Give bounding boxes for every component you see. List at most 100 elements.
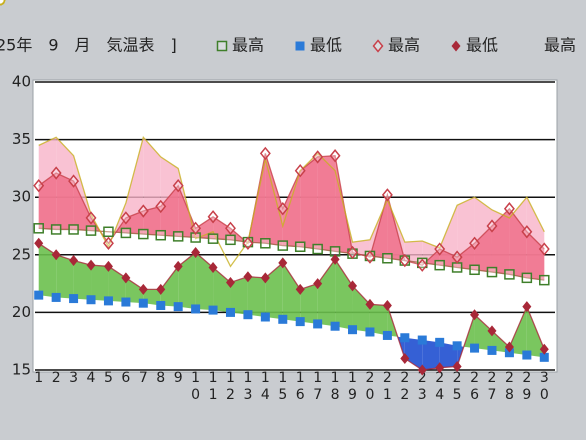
fill-area xyxy=(213,267,231,313)
marker xyxy=(295,283,305,295)
legend-item: 最高 xyxy=(216,36,264,55)
marker xyxy=(329,149,341,163)
y-tick-label: 25 xyxy=(12,245,31,263)
legend-marker xyxy=(451,40,461,52)
x-tick-label: 4 xyxy=(87,370,96,386)
fill-area xyxy=(38,173,57,230)
marker xyxy=(0,0,6,6)
fill-area xyxy=(195,252,214,311)
legend-item: 最低 xyxy=(295,36,342,55)
fill-area xyxy=(526,306,545,358)
marker xyxy=(207,210,219,224)
marker xyxy=(208,305,218,315)
marker xyxy=(0,0,6,6)
marker xyxy=(243,310,253,320)
marker xyxy=(155,229,166,241)
marker xyxy=(0,0,6,6)
marker xyxy=(294,164,306,178)
marker xyxy=(190,221,202,235)
legend: 最高 最低 最高 最低 最高 xyxy=(0,0,576,55)
marker xyxy=(225,234,236,246)
fill-area xyxy=(91,265,109,301)
marker xyxy=(0,0,6,6)
y-tick-label: 20 xyxy=(12,303,31,321)
legend-marker xyxy=(295,41,305,51)
marker xyxy=(69,255,79,267)
marker xyxy=(521,272,533,284)
marker xyxy=(121,272,131,284)
marker xyxy=(417,335,427,345)
marker xyxy=(470,343,480,353)
marker xyxy=(68,224,79,235)
marker xyxy=(503,202,515,216)
marker xyxy=(50,224,62,235)
fill-area xyxy=(422,340,440,370)
x-tick-label: 8 xyxy=(156,370,165,386)
fill-area xyxy=(160,185,179,237)
marker xyxy=(504,341,514,353)
marker xyxy=(486,219,498,233)
fill-area xyxy=(230,276,248,315)
marker xyxy=(0,0,6,6)
marker xyxy=(382,330,392,340)
marker xyxy=(365,298,375,310)
marker xyxy=(538,242,550,256)
legend-label: 最高 xyxy=(544,36,576,55)
x-tick-label: 3 xyxy=(69,370,78,386)
marker xyxy=(277,202,289,216)
marker xyxy=(0,0,6,6)
legend-item: 最高 xyxy=(372,36,420,55)
marker xyxy=(382,253,393,264)
marker xyxy=(400,333,410,343)
marker xyxy=(103,260,113,272)
fill-area xyxy=(56,173,74,230)
marker xyxy=(313,319,323,329)
legend-item: 最低 xyxy=(451,36,498,55)
marker xyxy=(172,178,184,193)
marker xyxy=(295,317,305,327)
marker xyxy=(451,250,463,264)
marker xyxy=(68,174,80,188)
marker xyxy=(522,301,532,313)
marker xyxy=(348,280,358,292)
marker xyxy=(330,321,340,331)
marker xyxy=(120,211,132,225)
marker xyxy=(0,0,6,6)
marker xyxy=(435,362,445,374)
marker xyxy=(51,249,61,261)
marker xyxy=(487,325,497,337)
fill-area xyxy=(125,277,144,304)
x-tick-label: 5 xyxy=(104,370,113,386)
marker xyxy=(260,238,271,249)
fill-area xyxy=(526,231,545,281)
legend-marker xyxy=(372,39,384,53)
marker xyxy=(452,361,462,373)
marker xyxy=(51,292,61,302)
fill-area xyxy=(160,266,179,307)
series-line xyxy=(38,135,545,268)
marker xyxy=(86,295,96,305)
marker xyxy=(539,352,549,362)
marker xyxy=(103,296,113,306)
fill-area xyxy=(143,206,161,236)
marker xyxy=(0,0,6,6)
marker xyxy=(277,240,289,251)
marker xyxy=(434,259,445,271)
marker xyxy=(85,225,97,236)
marker xyxy=(348,325,358,335)
fill-area xyxy=(509,306,527,356)
fill-area xyxy=(300,156,318,250)
legend-marker xyxy=(0,0,6,6)
marker xyxy=(191,246,201,258)
fill-area xyxy=(474,314,492,351)
